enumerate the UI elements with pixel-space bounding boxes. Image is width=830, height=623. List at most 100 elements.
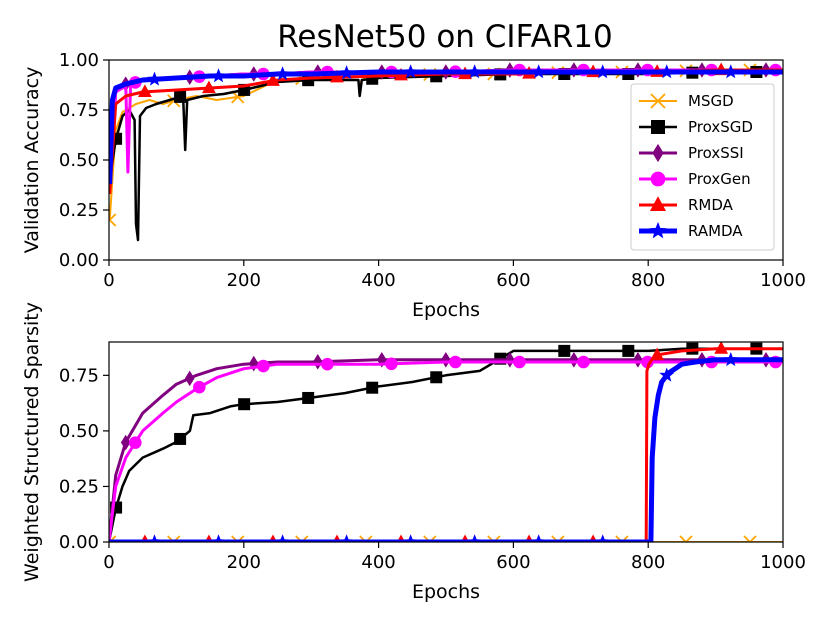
legend-label: ProxSSI [688, 144, 744, 162]
y-tick-label: 0.00 [59, 532, 99, 553]
marker-rmda [649, 196, 667, 211]
legend-label: RAMDA [688, 222, 743, 240]
marker-proxgen [650, 171, 666, 187]
y-tick-label: 0.75 [59, 365, 99, 386]
y-tick-label: 0.25 [59, 476, 99, 497]
marker-msgd [679, 535, 693, 542]
marker-msgd [359, 535, 373, 542]
marker-msgd [295, 535, 309, 542]
marker-ramda [531, 64, 547, 79]
marker-rmda [137, 84, 152, 97]
marker-ramda [531, 534, 547, 542]
marker-ramda [339, 65, 354, 80]
marker-proxsgd [558, 344, 571, 357]
series-msgd [109, 535, 783, 542]
marker-ramda [659, 367, 675, 382]
marker-rmda [266, 73, 280, 86]
y-tick-label: 0.75 [59, 100, 99, 121]
marker-proxssi [312, 353, 323, 370]
series-line-proxsgd [109, 347, 783, 542]
marker-ramda [723, 352, 739, 367]
marker-msgd [487, 535, 501, 542]
marker-proxgen [513, 355, 526, 369]
marker-msgd [551, 535, 565, 542]
marker-proxsgd [430, 371, 443, 384]
marker-msgd [650, 93, 666, 109]
marker-proxssi [652, 143, 664, 163]
marker-proxsgd [174, 432, 187, 445]
chart-title: ResNet50 on CIFAR10 [277, 19, 613, 55]
legend-entry-proxsgd: ProxSGD [639, 118, 753, 136]
y-tick-label: 0.50 [59, 421, 99, 442]
marker-ramda [659, 64, 675, 79]
legend-entry-proxgen: ProxGen [639, 170, 751, 188]
marker-msgd [109, 213, 117, 227]
marker-ramda [211, 534, 226, 542]
marker-rmda [650, 347, 665, 361]
series-ramda [109, 352, 783, 542]
marker-rmda [202, 80, 216, 94]
x-tick-label: 800 [631, 552, 665, 573]
legend: MSGD ProxSGD ProxSSI ProxGen RMDA RAMDA [630, 83, 775, 251]
y-tick-label: 0.50 [59, 150, 99, 171]
marker-proxssi [120, 434, 131, 451]
marker-ramda [275, 534, 290, 542]
legend-label: ProxGen [688, 170, 751, 188]
marker-ramda [403, 64, 418, 79]
sparsity-x-label: Epochs [412, 581, 480, 603]
legend-box [630, 83, 775, 251]
accuracy-panel: 0 200 400 600 800 1000 0.00 0.25 0.50 0.75 1.00 Ep… [21, 50, 806, 321]
accuracy-y-label: Validation Accuracy [21, 67, 43, 254]
accuracy-x-label: Epochs [412, 299, 480, 321]
marker-proxssi [184, 370, 195, 387]
marker-msgd [615, 535, 629, 542]
marker-ramda [595, 64, 611, 79]
marker-ramda [649, 221, 667, 239]
marker-proxgen [641, 355, 654, 369]
legend-entry-ramda: RAMDA [639, 221, 743, 240]
marker-ramda [403, 534, 418, 542]
sparsity-plot-frame [108, 341, 784, 543]
marker-proxssi [377, 351, 387, 368]
marker-msgd [167, 535, 181, 542]
marker-rmda [330, 69, 344, 83]
marker-proxsgd [238, 398, 251, 411]
series-ramda [109, 64, 783, 185]
x-tick-label: 800 [631, 270, 665, 291]
x-tick-label: 1000 [760, 552, 806, 573]
marker-proxsgd [174, 90, 187, 103]
x-tick-label: 400 [361, 552, 395, 573]
marker-proxssi [505, 351, 515, 368]
marker-proxgen [449, 355, 462, 369]
marker-proxgen [128, 436, 142, 449]
marker-proxgen [577, 355, 590, 369]
marker-proxgen [385, 357, 398, 371]
y-tick-label: 0.00 [59, 250, 99, 271]
marker-proxgen [321, 357, 334, 371]
legend-entry-proxssi: ProxSSI [639, 143, 744, 163]
marker-proxsgd [622, 344, 635, 357]
marker-ramda [339, 534, 354, 542]
x-tick-label: 600 [496, 552, 530, 573]
marker-msgd [743, 535, 757, 542]
marker-ramda [211, 68, 226, 83]
sparsity-y-label: Weighted Structured Sparsity [21, 302, 43, 582]
marker-proxssi [633, 351, 643, 368]
marker-proxsgd [651, 120, 665, 134]
marker-rmda [714, 342, 729, 354]
x-tick-label: 600 [496, 270, 530, 291]
marker-proxssi [248, 355, 259, 372]
marker-proxsgd [302, 391, 315, 404]
legend-label: ProxSGD [688, 118, 753, 136]
marker-proxgen [193, 380, 206, 394]
legend-entry-rmda: RMDA [639, 196, 734, 214]
x-tick-label: 0 [103, 552, 114, 573]
legend-label: MSGD [688, 92, 734, 110]
x-tick-label: 400 [361, 270, 395, 291]
marker-proxssi [441, 351, 451, 368]
x-tick-label: 1000 [760, 270, 806, 291]
y-tick-label: 0.25 [59, 200, 99, 221]
marker-ramda [467, 64, 483, 79]
marker-ramda [467, 534, 483, 542]
